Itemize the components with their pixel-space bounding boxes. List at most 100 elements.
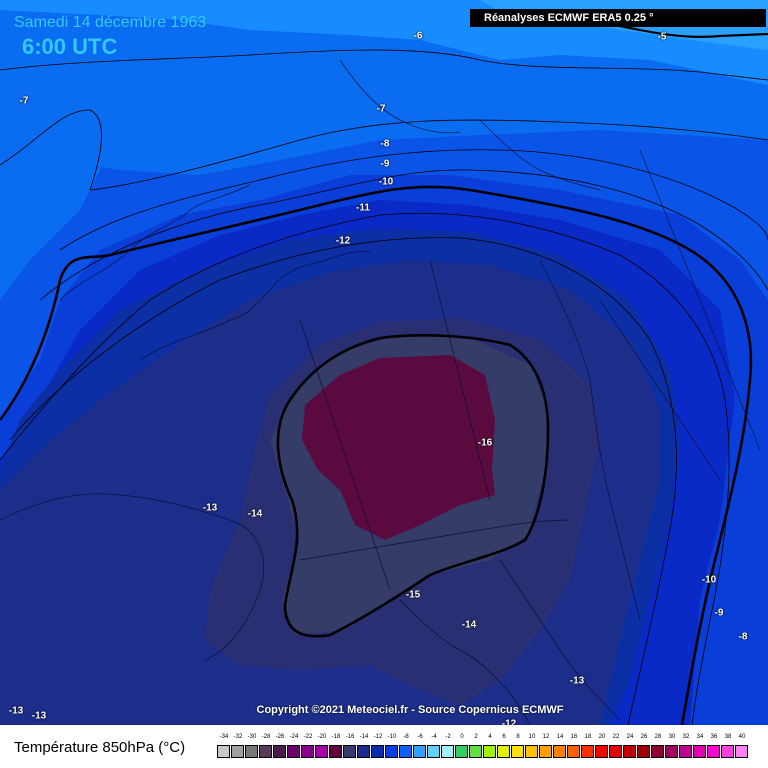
legend-tick: 22 [612, 734, 620, 740]
legend-swatch [217, 745, 230, 758]
contour-label: -13 [202, 502, 218, 514]
contour-label: -7 [376, 103, 386, 115]
isotherm-minus-8 [59, 149, 768, 251]
isotherm-minus-7 [0, 109, 768, 191]
legend-swatch [665, 745, 678, 758]
legend-swatch [637, 745, 650, 758]
isotherm-minus-11 [0, 212, 730, 725]
legend-swatch [343, 745, 356, 758]
contour-label: -7 [19, 95, 29, 107]
legend-tick: 12 [542, 734, 550, 740]
legend-tick: 8 [516, 734, 520, 740]
legend-swatch [427, 745, 440, 758]
legend-swatch [329, 745, 342, 758]
legend-tick: -32 [233, 734, 243, 740]
legend-tick: 20 [598, 734, 606, 740]
legend-tick: 30 [668, 734, 676, 740]
legend-tick: -28 [261, 734, 271, 740]
legend-tick: 24 [626, 734, 634, 740]
legend-tick: -10 [387, 734, 397, 740]
legend-swatch [441, 745, 454, 758]
isotherms [0, 20, 768, 725]
copyright-text: Copyright ©2021 Meteociel.fr - Source Co… [256, 704, 564, 716]
legend-swatch [315, 745, 328, 758]
border-east-1 [599, 299, 721, 481]
contour-label: -16 [477, 437, 493, 449]
isotherm-minus-10 [0, 185, 753, 725]
border-germany-poland [429, 259, 491, 501]
contour-label: -8 [380, 138, 390, 150]
legend-tick: 6 [502, 734, 506, 740]
legend-tick: 0 [460, 734, 464, 740]
border-balkans [499, 559, 621, 721]
legend-tick: 14 [556, 734, 564, 740]
border-alps [299, 519, 571, 561]
isotherm-minus-15 [276, 334, 550, 638]
legend-swatch [651, 745, 664, 758]
coastline-italy [399, 599, 531, 725]
contour-label: -11 [356, 202, 370, 214]
legend-tick: -24 [289, 734, 299, 740]
legend-tick: -2 [445, 734, 451, 740]
legend-swatch [483, 745, 496, 758]
legend-swatch [497, 745, 510, 758]
contour-label: -9 [380, 158, 390, 170]
legend-tick: 26 [640, 734, 648, 740]
legend-swatch [553, 745, 566, 758]
legend-swatch [595, 745, 608, 758]
border-scandinavia [339, 59, 461, 134]
contour-label: -13 [31, 710, 47, 722]
legend-tick: -8 [403, 734, 409, 740]
legend-swatch [693, 745, 706, 758]
legend-swatch [567, 745, 580, 758]
borders [0, 59, 761, 725]
border-north [479, 119, 601, 191]
legend-swatch [455, 745, 468, 758]
legend-swatch [371, 745, 384, 758]
contour-label: -15 [405, 589, 421, 601]
contour-label: -8 [738, 631, 748, 643]
legend-title: Température 850hPa (°C) [14, 739, 186, 756]
border-poland-east [539, 259, 641, 621]
legend-swatch [245, 745, 258, 758]
legend-tick: 2 [474, 734, 478, 740]
border-france-germany [299, 319, 391, 591]
legend-swatch [259, 745, 272, 758]
legend-swatch [301, 745, 314, 758]
legend-swatch [679, 745, 692, 758]
date-label: Samedi 14 décembre 1963 [14, 14, 207, 31]
isotherm-minus-6 [0, 49, 768, 81]
legend-tick: 4 [488, 734, 492, 740]
legend-tick: 18 [584, 734, 592, 740]
legend-swatch [707, 745, 720, 758]
legend-ticks: -34 -32 -30 -28 -26 -24 -22 -20 -18 -16 -14 -12 -10-… [217, 734, 749, 740]
legend-tick: -14 [359, 734, 369, 740]
temperature-map [0, 0, 768, 725]
contour-label: -14 [461, 619, 477, 631]
legend-tick: 34 [696, 734, 704, 740]
legend-swatch [469, 745, 482, 758]
contour-label: -5 [657, 31, 667, 43]
contour-label: -10 [378, 176, 394, 188]
legend-swatch [399, 745, 412, 758]
legend-tick: -4 [431, 734, 437, 740]
legend-tick: -30 [247, 734, 257, 740]
legend-swatch [735, 745, 748, 758]
source-banner: Réanalyses ECMWF ERA5 0.25 ° [470, 9, 766, 27]
contour-label: -13 [8, 705, 24, 717]
contour-label: -6 [413, 30, 423, 42]
contour-label: -14 [247, 508, 263, 520]
contour-label: -9 [714, 607, 724, 619]
legend-tick: -12 [373, 734, 383, 740]
legend-tick: -18 [331, 734, 341, 740]
coastline-france [139, 251, 371, 361]
legend-swatch [231, 745, 244, 758]
legend-tick: 28 [654, 734, 662, 740]
legend-swatch [581, 745, 594, 758]
contour-label: -12 [335, 235, 351, 247]
legend-swatch [357, 745, 370, 758]
legend-tick: 40 [738, 734, 746, 740]
legend-swatch [273, 745, 286, 758]
legend-swatch [623, 745, 636, 758]
legend-tick: 32 [682, 734, 690, 740]
